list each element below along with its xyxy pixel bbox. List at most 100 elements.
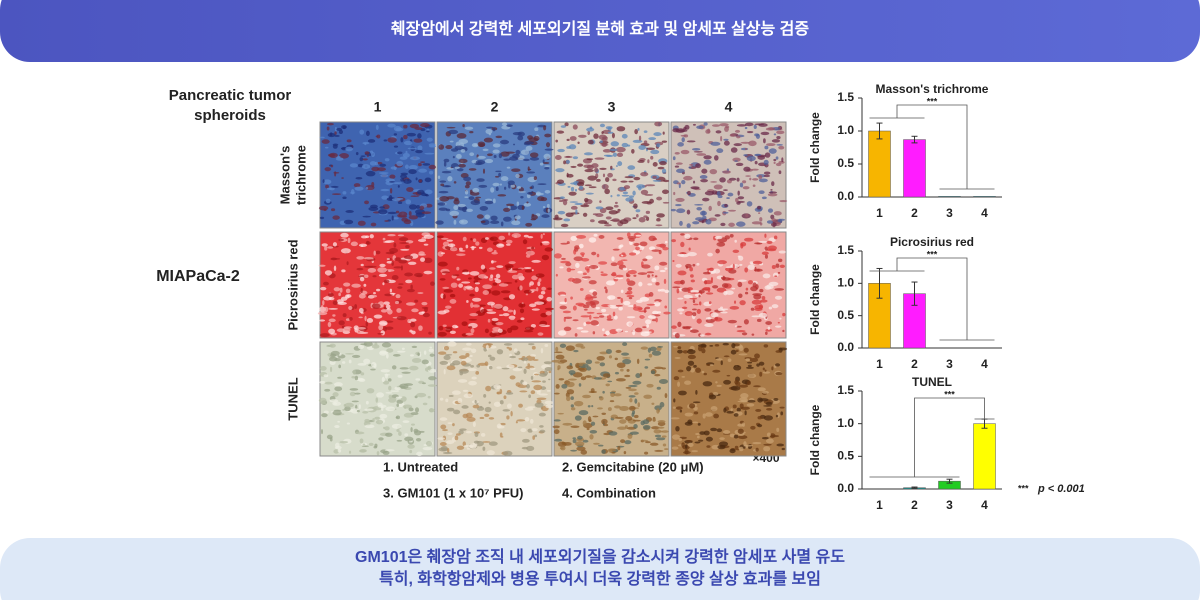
texture (379, 350, 388, 356)
texture (395, 416, 398, 419)
texture (478, 274, 487, 279)
texture (599, 362, 606, 367)
texture (351, 400, 359, 403)
texture (570, 235, 578, 242)
texture (358, 293, 366, 299)
texture (495, 170, 502, 173)
texture (644, 331, 652, 333)
texture (737, 190, 740, 196)
texture (610, 262, 618, 267)
texture (319, 380, 326, 384)
texture (588, 419, 592, 423)
texture (406, 132, 416, 137)
texture (567, 185, 571, 188)
texture (628, 180, 634, 183)
texture (458, 247, 463, 251)
texture (406, 187, 414, 192)
texture (661, 140, 668, 143)
texture (781, 447, 785, 451)
texture (575, 441, 585, 447)
texture (487, 318, 491, 323)
texture (345, 288, 351, 294)
texture (589, 314, 592, 320)
texture (734, 239, 737, 243)
texture (688, 247, 691, 251)
texture (652, 175, 657, 179)
texture (620, 289, 624, 293)
texture (677, 381, 681, 387)
texture (386, 260, 393, 264)
texture (676, 208, 686, 214)
error-bar (911, 281, 918, 306)
texture (332, 410, 342, 416)
texture (534, 402, 544, 408)
texture (327, 321, 332, 328)
texture (331, 193, 342, 196)
texture (423, 270, 433, 275)
texture (720, 135, 723, 142)
texture (422, 382, 426, 385)
texture (480, 220, 486, 223)
texture (506, 203, 515, 207)
texture (574, 188, 577, 192)
texture (659, 261, 668, 266)
texture (526, 193, 531, 199)
texture (697, 423, 701, 426)
texture (391, 261, 394, 266)
texture (645, 255, 653, 260)
texture (365, 130, 370, 136)
texture (598, 261, 608, 265)
texture (553, 429, 560, 435)
texture (601, 418, 608, 425)
texture (673, 345, 678, 348)
texture (643, 307, 647, 314)
texture (513, 348, 518, 353)
texture (556, 179, 565, 184)
texture (607, 131, 614, 134)
texture (696, 318, 702, 324)
texture (320, 402, 328, 405)
texture (360, 372, 365, 376)
texture (616, 362, 626, 369)
texture (761, 251, 769, 256)
texture (506, 166, 511, 169)
texture (359, 438, 364, 444)
texture (499, 400, 504, 405)
texture (624, 374, 631, 378)
texture (445, 208, 451, 212)
texture (740, 406, 750, 410)
texture (493, 154, 497, 159)
texture (664, 240, 668, 244)
texture (617, 208, 621, 212)
texture (758, 212, 761, 215)
texture (719, 123, 729, 127)
texture (703, 159, 712, 165)
texture (624, 440, 632, 445)
texture (677, 321, 682, 328)
texture (682, 350, 689, 354)
texture (455, 153, 462, 159)
texture (391, 215, 394, 221)
texture (651, 426, 660, 430)
texture (679, 253, 689, 258)
texture (589, 429, 598, 434)
texture (330, 185, 339, 188)
texture (559, 447, 564, 450)
texture (429, 353, 435, 357)
texture (411, 345, 418, 349)
texture (743, 347, 749, 353)
texture (659, 269, 666, 273)
texture (590, 320, 599, 326)
texture (776, 443, 785, 447)
texture (670, 417, 680, 420)
texture (458, 158, 468, 164)
texture (662, 201, 670, 204)
texture (654, 373, 661, 377)
texture (613, 393, 622, 397)
texture (369, 150, 374, 154)
texture (528, 137, 539, 142)
texture (759, 299, 768, 303)
texture (480, 433, 486, 437)
texture (537, 196, 545, 202)
texture (360, 263, 364, 267)
